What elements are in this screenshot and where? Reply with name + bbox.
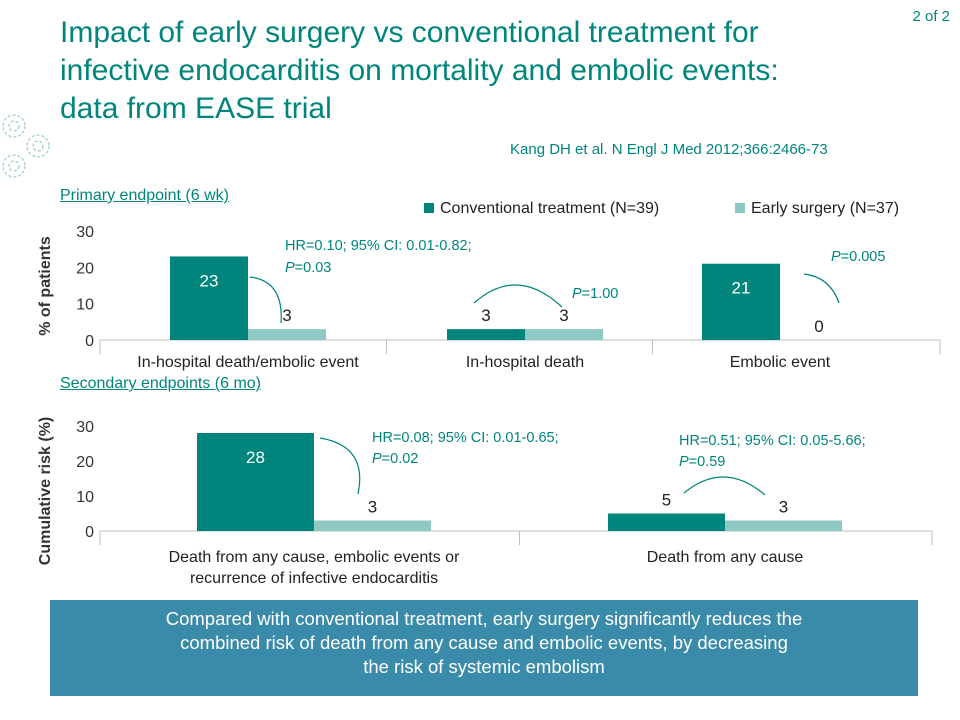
y-tick-label: 20 bbox=[76, 454, 94, 471]
data-label: 3 bbox=[779, 498, 788, 517]
annotation-text: P=1.00 bbox=[572, 286, 618, 302]
conclusion-line: Compared with conventional treatment, ea… bbox=[165, 608, 803, 629]
primary-endpoint-label: Primary endpoint (6 wk) bbox=[60, 187, 229, 204]
conclusion-line: combined risk of death from any cause an… bbox=[180, 632, 788, 653]
data-label: 23 bbox=[200, 271, 219, 290]
annotation-text: HR=0.08; 95% CI: 0.01-0.65; bbox=[372, 430, 559, 446]
data-label: 3 bbox=[559, 306, 568, 325]
category-label: In-hospital death/embolic event bbox=[137, 354, 359, 371]
data-label: 0 bbox=[814, 317, 823, 336]
category-label: recurrence of infective endocarditis bbox=[190, 570, 438, 587]
bar-conventional bbox=[608, 513, 725, 531]
y-tick-label: 0 bbox=[85, 333, 94, 350]
bar-conventional bbox=[170, 256, 248, 340]
slide-number: 2 of 2 bbox=[912, 8, 950, 25]
y-tick-label: 0 bbox=[85, 524, 94, 541]
legend-label: Early surgery (N=37) bbox=[751, 200, 899, 217]
legend-swatch bbox=[424, 203, 434, 213]
y-tick-label: 20 bbox=[76, 260, 94, 277]
data-label: 3 bbox=[368, 498, 377, 517]
data-label: 3 bbox=[282, 306, 291, 325]
bar-early-surgery bbox=[725, 520, 842, 531]
title-line: data from EASE trial bbox=[60, 92, 332, 125]
annotation-arc bbox=[803, 273, 840, 304]
y-tick-label: 10 bbox=[76, 297, 94, 314]
data-label: 28 bbox=[246, 448, 265, 467]
reference-citation: Kang DH et al. N Engl J Med 2012;366:246… bbox=[510, 141, 828, 158]
bar-conventional bbox=[447, 329, 525, 340]
y-tick-label: 30 bbox=[76, 224, 94, 241]
data-label: 21 bbox=[732, 279, 751, 298]
legend-label: Conventional treatment (N=39) bbox=[440, 200, 659, 217]
annotation-arc bbox=[683, 476, 766, 496]
title-line: Impact of early surgery vs conventional … bbox=[60, 16, 759, 49]
annotation-text: P=0.03 bbox=[285, 260, 331, 276]
decorative-gear-pattern-icon bbox=[2, 114, 50, 178]
annotation-arc bbox=[319, 437, 361, 495]
y-axis-label: Cumulative risk (%) bbox=[37, 417, 54, 565]
annotation-arc bbox=[249, 276, 282, 324]
y-axis-label: % of patients bbox=[37, 236, 54, 336]
category-label: Embolic event bbox=[730, 354, 831, 371]
annotation-text: P=0.59 bbox=[679, 454, 725, 470]
slide-title: Impact of early surgery vs conventional … bbox=[60, 14, 910, 128]
annotation-text: HR=0.10; 95% CI: 0.01-0.82; bbox=[285, 238, 472, 254]
title-line: infective endocarditis on mortality and … bbox=[60, 54, 779, 87]
data-label: 5 bbox=[662, 491, 671, 510]
annotation-text: P=0.005 bbox=[831, 249, 885, 265]
y-tick-label: 30 bbox=[76, 419, 94, 436]
y-tick-label: 10 bbox=[76, 489, 94, 506]
conclusion-banner: Compared with conventional treatment, ea… bbox=[50, 600, 918, 696]
bar-conventional bbox=[197, 433, 314, 531]
bar-early-surgery bbox=[248, 329, 326, 340]
annotation-text: HR=0.51; 95% CI: 0.05-5.66; bbox=[679, 433, 866, 449]
bar-conventional bbox=[702, 263, 780, 340]
category-label: In-hospital death bbox=[466, 354, 584, 371]
secondary-endpoint-label: Secondary endpoints (6 mo) bbox=[60, 375, 261, 392]
secondary-endpoint-chart: Cumulative risk (%) 0 10 20 30 28 3 Death from … bbox=[37, 417, 933, 587]
category-label: Death from any cause bbox=[647, 549, 804, 566]
category-label: Death from any cause, embolic events or bbox=[169, 549, 460, 566]
annotation-text: P=0.02 bbox=[372, 451, 418, 467]
conclusion-line: the risk of systemic embolism bbox=[363, 656, 605, 677]
bar-early-surgery bbox=[314, 520, 431, 531]
legend-swatch bbox=[735, 203, 745, 213]
bar-early-surgery bbox=[525, 329, 603, 340]
annotation-arc bbox=[473, 284, 563, 308]
data-label: 3 bbox=[481, 306, 490, 325]
